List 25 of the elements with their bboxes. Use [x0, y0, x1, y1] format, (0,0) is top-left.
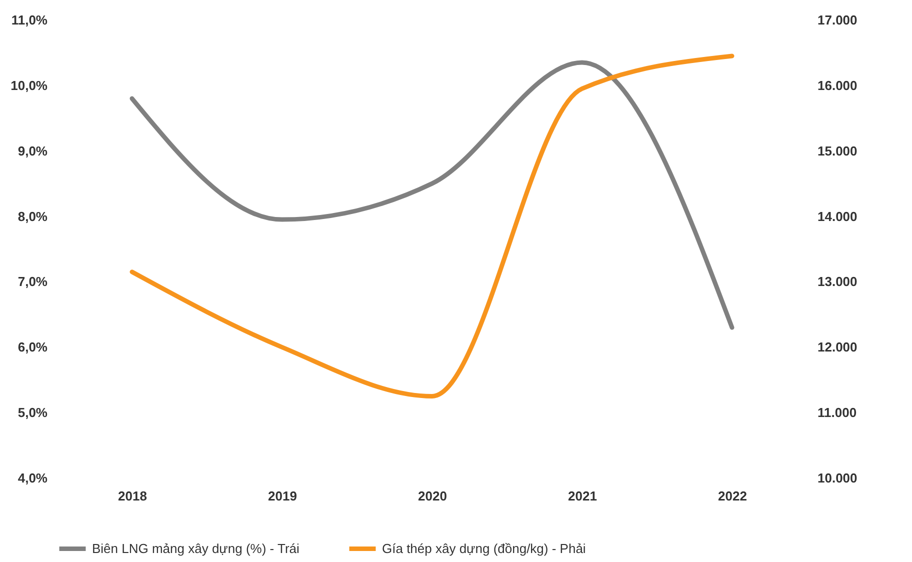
- y2-tick-label: 10.000: [818, 470, 858, 486]
- y2-tick-label: 13.000: [818, 274, 858, 290]
- y2-tick-label: 16.000: [818, 78, 858, 93]
- y-tick-label: 6,0%: [18, 340, 48, 355]
- y2-tick-label: 12.000: [818, 340, 858, 355]
- y-tick-label: 7,0%: [18, 274, 48, 290]
- y2-tick-label: 14.000: [818, 208, 858, 224]
- y-tick-label: 4,0%: [18, 470, 48, 486]
- x-tick-label: 2018: [118, 488, 147, 504]
- x-tick-label: 2019: [268, 488, 297, 504]
- y-tick-label: 8,0%: [18, 208, 48, 224]
- y2-tick-label: 11.000: [818, 405, 857, 420]
- y2-tick-label: 15.000: [818, 143, 858, 158]
- x-tick-label: 2022: [718, 488, 747, 504]
- y-tick-label: 11,0%: [11, 12, 48, 28]
- y-tick-label: 5,0%: [18, 405, 48, 420]
- line-series: [130, 54, 734, 398]
- legend-label: Biên LNG mảng xây dựng (%) - Trái: [92, 540, 300, 556]
- legend-label: Gía thép xây dựng (đồng/kg) - Phải: [382, 540, 586, 556]
- x-tick-label: 2021: [568, 488, 597, 504]
- y-tick-label: 10,0%: [10, 78, 48, 93]
- x-tick-label: 2020: [418, 488, 447, 504]
- line-series: [130, 60, 734, 330]
- y2-tick-label: 17.000: [818, 12, 858, 28]
- y-tick-label: 9,0%: [18, 143, 48, 158]
